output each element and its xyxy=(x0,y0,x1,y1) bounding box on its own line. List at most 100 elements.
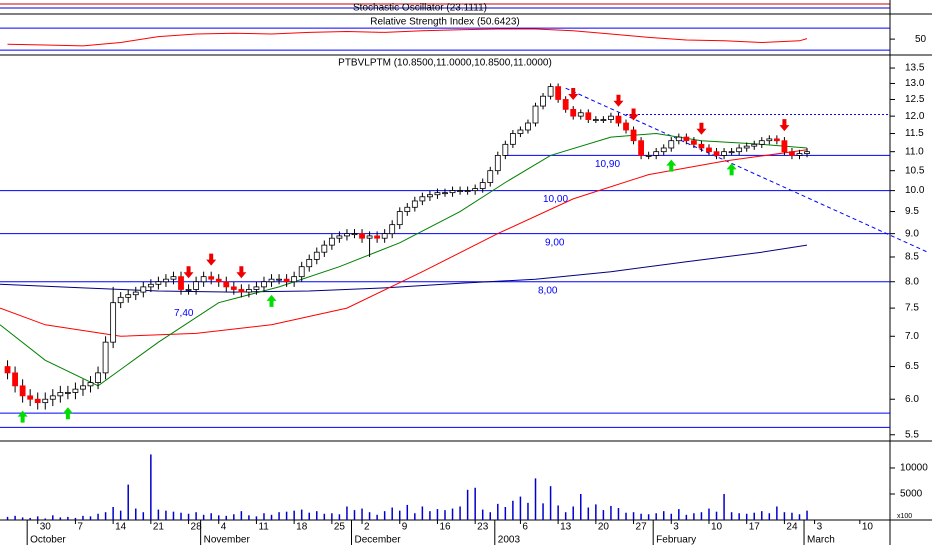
candle-body xyxy=(698,143,705,149)
candle-body xyxy=(328,237,335,246)
candle-body xyxy=(19,385,26,397)
volume-bar xyxy=(14,515,16,520)
volume-bar xyxy=(421,506,424,520)
y-tick-label: 7.5 xyxy=(905,303,919,314)
volume-bar xyxy=(29,517,31,520)
volume-bar xyxy=(270,514,273,520)
level-label: 7,40 xyxy=(174,308,194,319)
volume-bar xyxy=(119,510,122,520)
candle-body xyxy=(87,382,94,387)
x-tick-label: 10 xyxy=(711,522,723,533)
candle-body xyxy=(42,398,49,404)
volume-bar xyxy=(135,508,137,520)
volume-bar xyxy=(316,511,318,520)
volume-bar xyxy=(300,509,303,520)
volume-bar xyxy=(557,505,559,520)
volume-bar xyxy=(346,506,348,520)
buy-arrow xyxy=(17,410,28,423)
volume-bar xyxy=(640,513,642,520)
trend-line xyxy=(565,87,928,253)
month-label: 2003 xyxy=(498,535,521,545)
x-tick-label: 3 xyxy=(817,522,823,533)
volume-bar xyxy=(466,489,469,520)
candle-body xyxy=(442,192,448,195)
moving-average xyxy=(0,149,808,337)
volume-bar xyxy=(783,512,786,520)
candle-body xyxy=(344,233,350,237)
volume-bar xyxy=(610,505,612,520)
volume-bar xyxy=(180,512,182,520)
buy-arrow xyxy=(266,294,277,307)
volume-bar xyxy=(761,511,763,520)
candle-body xyxy=(690,140,697,145)
candle-body xyxy=(110,302,117,343)
x-tick-label: 2 xyxy=(364,522,370,533)
y-tick-label: 12.0 xyxy=(905,111,925,122)
volume-bar xyxy=(278,512,280,520)
candle-body xyxy=(796,153,803,156)
volume-bar xyxy=(195,512,197,520)
level-label: 10,90 xyxy=(595,159,620,170)
sell-arrow xyxy=(236,266,247,279)
candle-body xyxy=(736,147,743,153)
candle-body xyxy=(261,281,267,288)
candle-body xyxy=(525,122,531,131)
candle-body xyxy=(577,112,584,117)
volume-bar xyxy=(323,513,326,520)
level-label: 10,00 xyxy=(543,194,568,205)
volume-bar xyxy=(700,512,703,520)
candle-body xyxy=(804,151,810,154)
volume-bar xyxy=(293,510,295,520)
candle-body xyxy=(178,276,184,290)
volume-bar xyxy=(82,515,84,520)
candle-body xyxy=(223,281,230,288)
candle-body xyxy=(140,286,147,293)
y-tick-label: 10.0 xyxy=(905,185,925,196)
x-tick-label: 28 xyxy=(191,522,203,533)
candle-body xyxy=(570,108,577,117)
candle-body xyxy=(645,155,652,157)
volume-bar xyxy=(391,507,393,520)
sell-arrow xyxy=(206,253,217,266)
month-label: November xyxy=(204,535,251,545)
month-label: December xyxy=(354,535,401,545)
candle-body xyxy=(374,235,381,239)
candle-body xyxy=(721,151,727,156)
candle-body xyxy=(547,86,554,97)
volume-bar xyxy=(255,516,258,520)
volume-bar xyxy=(678,509,680,520)
candle-body xyxy=(170,276,177,280)
candle-body xyxy=(532,105,539,124)
x-tick-label: 30 xyxy=(40,522,52,533)
volume-bar xyxy=(806,510,808,520)
volume-bar xyxy=(368,512,371,520)
rsi-line xyxy=(7,28,808,47)
candle-body xyxy=(200,276,207,283)
candle-body xyxy=(743,145,750,149)
candle-body xyxy=(95,372,101,383)
candle-body xyxy=(434,192,441,196)
volume-bar xyxy=(285,511,288,520)
candle-body xyxy=(608,115,614,120)
volume-bar xyxy=(542,503,544,520)
x-tick-label: 9 xyxy=(402,522,408,533)
indicator-title: Stochastic Oscillator (23.1111) xyxy=(353,3,487,14)
volume-bar xyxy=(791,512,793,520)
volume-bar xyxy=(625,512,627,520)
volume-bar xyxy=(647,514,650,520)
candle-body xyxy=(313,251,320,260)
candle-body xyxy=(132,291,139,296)
candle-body xyxy=(102,341,109,374)
candle-body xyxy=(472,188,479,192)
x-tick-label: 17 xyxy=(749,522,761,533)
sell-arrow xyxy=(696,122,707,135)
volume-bar xyxy=(662,511,665,520)
candle-body xyxy=(706,147,712,153)
candle-body xyxy=(381,233,388,239)
volume-bar xyxy=(670,513,673,520)
volume-bar xyxy=(36,516,39,520)
candle-body xyxy=(766,138,773,142)
volume-bar xyxy=(776,506,778,520)
candle-body xyxy=(268,278,275,283)
